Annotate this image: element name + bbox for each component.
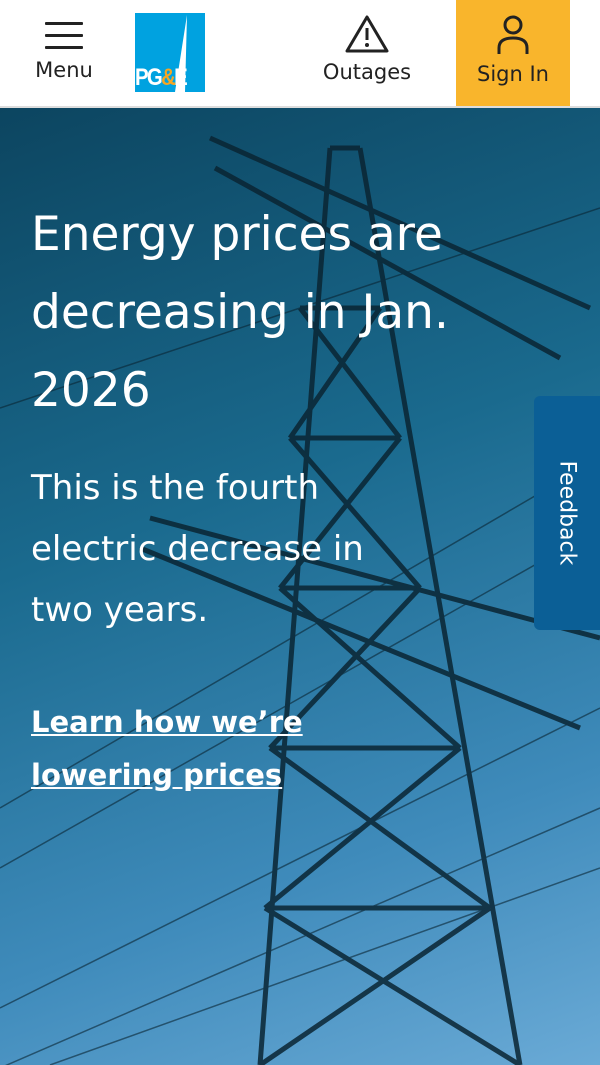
pge-logo[interactable]: PG&E [135, 13, 205, 92]
hero-headline: Energy prices are decreasing in Jan. 202… [31, 207, 449, 418]
feedback-label: Feedback [554, 460, 580, 566]
warning-icon [345, 15, 389, 53]
hamburger-icon [45, 22, 83, 49]
menu-label: Menu [35, 58, 93, 82]
hero-subtext: This is the fourth electric decrease in … [31, 468, 364, 630]
sign-in-button[interactable]: Sign In [456, 0, 570, 106]
outages-button[interactable]: Outages [312, 14, 422, 84]
power-tower-image [0, 135, 600, 1065]
feedback-tab[interactable]: Feedback [534, 396, 600, 630]
user-icon [497, 15, 529, 54]
sign-in-label: Sign In [477, 62, 549, 86]
outages-label: Outages [322, 60, 412, 84]
learn-more-link[interactable]: Learn how we’re lowering prices [31, 705, 303, 792]
site-header: Menu PG&E Outages Sign In [0, 0, 600, 108]
hero-banner: Energy prices are decreasing in Jan. 202… [0, 108, 600, 1065]
menu-button[interactable]: Menu [28, 18, 100, 82]
